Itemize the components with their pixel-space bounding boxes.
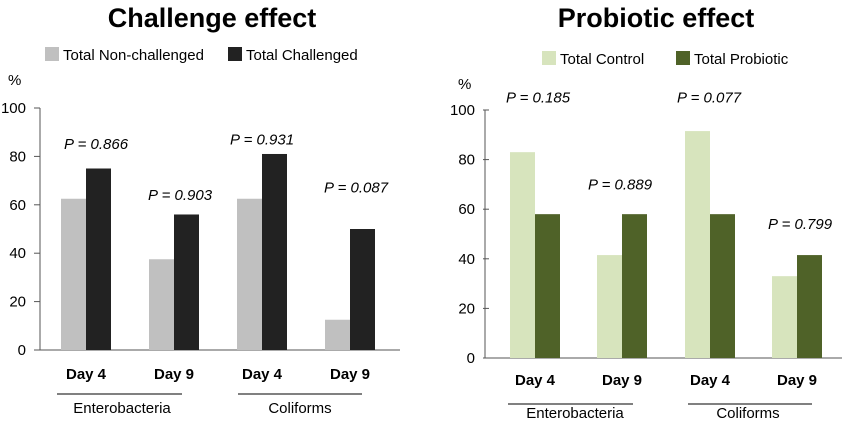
y-tick-label: 0 [467,350,475,367]
bar-total-control [772,276,797,358]
chart-title: Challenge effect [108,3,317,33]
p-value-label: P = 0.889 [588,176,653,193]
bar-total-challenged [86,168,111,350]
y-tick-label: 20 [9,294,26,311]
y-tick-label: 40 [9,245,26,262]
y-tick-label: 0 [18,342,26,359]
p-value-label: P = 0.866 [64,136,129,153]
x-tick-label: Day 4 [515,372,556,389]
legend-label-probiotic: Total Probiotic [694,51,789,68]
p-value-label: P = 0.903 [148,187,213,204]
challenge-chart: Challenge effect Total Non-challenged To… [1,3,400,417]
bar-total-probiotic [710,214,735,358]
legend-swatch-challenged [228,47,242,61]
legend-label-non-challenged: Total Non-challenged [63,47,204,64]
p-value-label: P = 0.087 [324,180,389,197]
y-axis-unit: % [8,72,21,89]
legend-swatch-probiotic [676,51,690,65]
bar-total-control [685,131,710,358]
probiotic-chart: Probiotic effect Total Control Total Pro… [450,3,842,422]
y-tick-label: 80 [9,148,26,165]
y-tick-label: 100 [450,102,475,119]
bar-total-non-challenged [325,319,350,350]
bar-total-challenged [174,214,199,350]
bar-total-non-challenged [149,259,174,350]
y-tick-label: 100 [1,100,26,117]
group-label-enterobacteria: Enterobacteria [73,400,171,417]
bar-total-non-challenged [237,198,262,350]
bar-total-control [510,152,535,358]
x-tick-label: Day 9 [602,372,642,389]
x-tick-label: Day 9 [330,366,370,383]
y-tick-label: 20 [458,300,475,317]
x-tick-label: Day 9 [154,366,194,383]
bar-total-control [597,255,622,358]
legend-swatch-control [542,51,556,65]
legend-swatch-non-challenged [45,47,59,61]
x-tick-label: Day 4 [66,366,107,383]
bar-total-probiotic [622,214,647,358]
x-tick-label: Day 9 [777,372,817,389]
group-label-enterobacteria: Enterobacteria [526,405,624,422]
y-tick-label: 60 [458,201,475,218]
p-value-label: P = 0.799 [768,216,833,233]
x-tick-label: Day 4 [690,372,731,389]
group-label-coliforms: Coliforms [716,405,779,422]
x-tick-label: Day 4 [242,366,283,383]
p-value-label: P = 0.077 [677,90,742,107]
y-tick-label: 40 [458,251,475,268]
legend-label-control: Total Control [560,51,644,68]
y-tick-label: 60 [9,197,26,214]
bar-total-probiotic [535,214,560,358]
y-axis-unit: % [458,76,471,93]
y-tick-label: 80 [458,152,475,169]
bar-total-challenged [262,153,287,350]
chart-title: Probiotic effect [558,3,755,33]
p-value-label: P = 0.931 [230,131,294,148]
bar-total-non-challenged [61,198,86,350]
group-label-coliforms: Coliforms [268,400,331,417]
bar-total-probiotic [797,255,822,358]
legend-label-challenged: Total Challenged [246,47,358,64]
p-value-label: P = 0.185 [506,90,571,107]
bar-total-challenged [350,229,375,350]
